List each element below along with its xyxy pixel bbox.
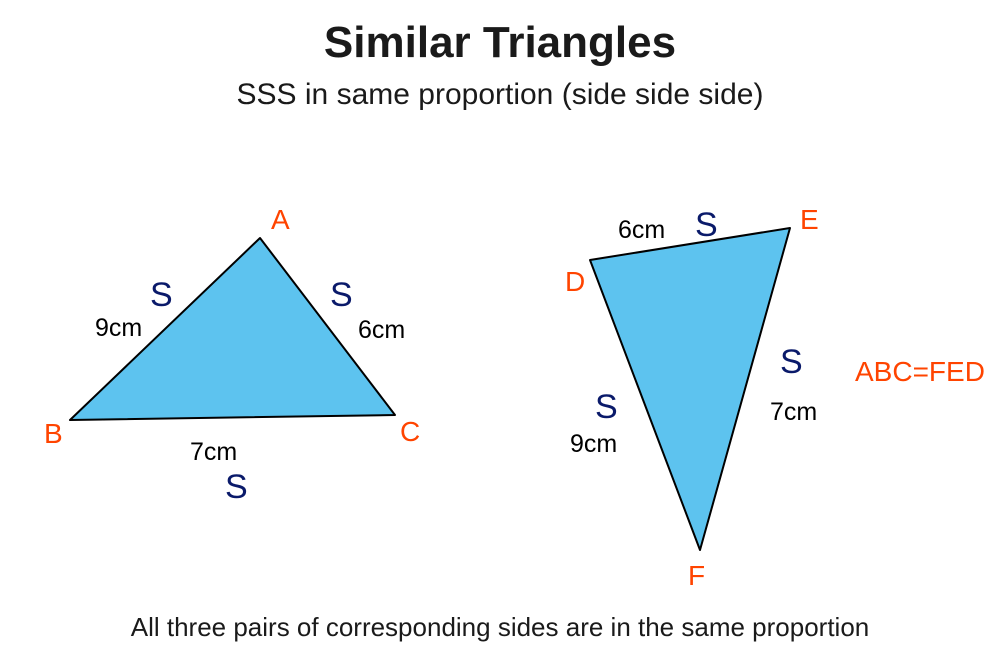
diagram-stage: Similar Triangles SSS in same proportion…	[0, 0, 1000, 656]
tri2-vertex-d: D	[565, 268, 585, 296]
triangle-def	[590, 228, 790, 550]
tri2-side-s-1: S	[780, 345, 803, 379]
tri2-side-s-0: S	[695, 208, 718, 242]
tri1-vertex-b: B	[44, 420, 63, 448]
footer-text: All three pairs of corresponding sides a…	[0, 612, 1000, 643]
tri1-side-len-0: 9cm	[95, 316, 142, 341]
triangles-svg	[0, 0, 1000, 656]
tri2-side-len-1: 7cm	[770, 400, 817, 425]
tri1-vertex-c: C	[400, 418, 420, 446]
tri1-side-len-1: 6cm	[358, 318, 405, 343]
tri2-vertex-f: F	[688, 562, 705, 590]
equation-text: ABC=FED	[855, 358, 985, 386]
tri2-vertex-e: E	[800, 206, 819, 234]
tri1-vertex-a: A	[271, 206, 290, 234]
tri1-side-s-2: S	[225, 470, 248, 504]
tri2-side-s-2: S	[595, 390, 618, 424]
tri1-side-s-1: S	[330, 278, 353, 312]
tri2-side-len-2: 9cm	[570, 432, 617, 457]
tri2-side-len-0: 6cm	[618, 218, 665, 243]
tri1-side-s-0: S	[150, 278, 173, 312]
tri1-side-len-2: 7cm	[190, 440, 237, 465]
